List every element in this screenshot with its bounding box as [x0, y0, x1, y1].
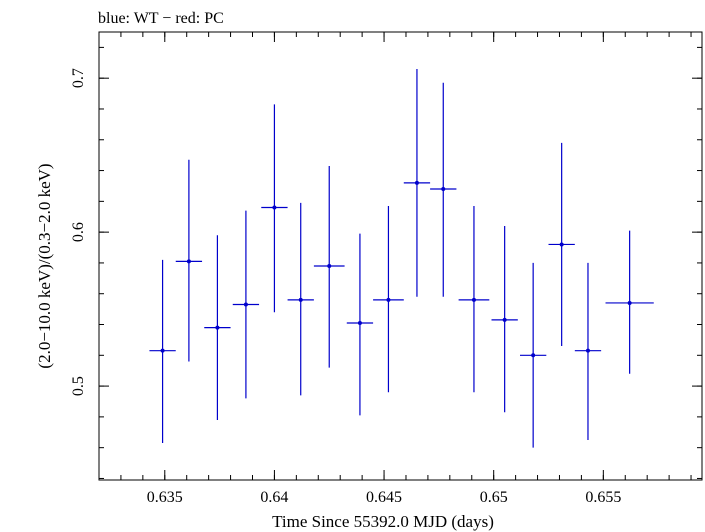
- data-point: [430, 82, 457, 297]
- data-point: [287, 202, 314, 396]
- data-point: [204, 235, 231, 420]
- data-marker: [441, 187, 446, 192]
- data-marker: [531, 353, 536, 358]
- data-marker: [585, 348, 590, 353]
- data-series: [149, 68, 654, 448]
- x-tick-label: 0.635: [147, 489, 183, 506]
- data-marker: [243, 302, 248, 307]
- y-axis-ticks: 0.5 0.6 0.7: [70, 46, 702, 479]
- x-tick-label: 0.655: [585, 489, 621, 506]
- x-axis-ticks: 0.635 0.64 0.645 0.65 0.655: [98, 32, 692, 506]
- data-point: [605, 230, 654, 374]
- y-tick-label: 0.5: [70, 376, 87, 396]
- data-marker: [627, 300, 632, 305]
- data-marker: [215, 325, 220, 330]
- data-point: [149, 259, 176, 444]
- data-marker: [160, 348, 165, 353]
- x-tick-label: 0.64: [260, 489, 288, 506]
- data-point: [403, 68, 431, 297]
- data-point: [346, 233, 374, 416]
- data-point: [574, 262, 602, 440]
- data-point: [373, 205, 404, 393]
- data-marker: [186, 259, 191, 264]
- x-tick-label: 0.65: [480, 489, 508, 506]
- data-point: [458, 205, 490, 393]
- x-axis-label: Time Since 55392.0 MJD (days): [272, 512, 494, 531]
- y-axis-label: (2.0−10.0 keV)/(0.3−2.0 keV): [35, 163, 54, 368]
- data-marker: [502, 317, 507, 322]
- data-point: [175, 159, 203, 362]
- data-point: [313, 165, 345, 368]
- y-tick-label: 0.6: [70, 222, 87, 242]
- data-marker: [272, 205, 277, 210]
- chart-title: blue: WT − red: PC: [98, 10, 224, 27]
- data-marker: [559, 242, 564, 247]
- data-marker: [471, 297, 476, 302]
- data-marker: [357, 320, 362, 325]
- data-point: [261, 104, 288, 313]
- data-point: [491, 225, 518, 413]
- data-marker: [414, 180, 419, 185]
- x-tick-label: 0.645: [366, 489, 402, 506]
- data-point: [520, 262, 547, 448]
- series-wt: [149, 68, 654, 448]
- data-point: [232, 210, 260, 399]
- data-marker: [386, 297, 391, 302]
- data-point: [548, 142, 575, 347]
- plot-frame: [98, 31, 703, 481]
- data-marker: [298, 297, 303, 302]
- y-tick-label: 0.7: [70, 68, 87, 88]
- data-marker: [327, 264, 332, 269]
